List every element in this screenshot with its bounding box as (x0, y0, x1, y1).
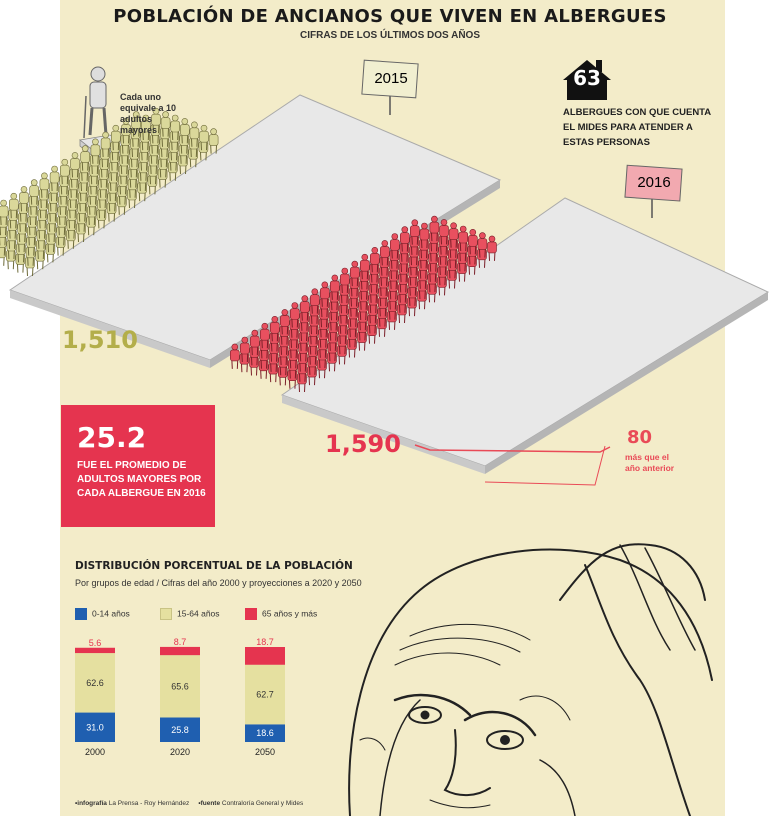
elder-figure (100, 131, 111, 158)
count-2015: 1,510 (62, 326, 138, 354)
year-label-2016: 2016 (637, 174, 671, 191)
legend-item-65-plus: 65 años y más (245, 608, 317, 620)
elder-figure (170, 114, 180, 141)
shelter-description: ALBERGUES CON QUE CUENTA EL MIDES PARA A… (563, 107, 711, 148)
figures-2016 (230, 215, 497, 393)
legend-item-0-14: 0-14 años (75, 608, 130, 620)
elder-figure (359, 253, 370, 280)
elder-figure (0, 199, 9, 226)
elder-figure (329, 274, 340, 300)
legend-item-15-64: 15-64 años (160, 608, 220, 620)
elder-figure (467, 229, 478, 255)
year-sign-2016 (624, 164, 683, 202)
elder-figure (151, 107, 161, 134)
elder-figure (19, 186, 29, 212)
legend-label: 0-14 años (92, 608, 130, 619)
legend-label: 65 años y más (262, 608, 318, 619)
elder-figure (419, 222, 430, 249)
difference-value: 80 (627, 427, 653, 448)
elder-figure (189, 121, 200, 147)
credit-source-value: Contraloría General y Mides (221, 800, 304, 807)
elder-figure (180, 118, 190, 144)
legend-swatch (75, 608, 87, 620)
elder-figure (349, 260, 360, 287)
elder-figure (319, 281, 330, 307)
legend-label: 15-64 años (177, 608, 220, 619)
elder-figure (399, 226, 410, 252)
figure-legend-note: Cada uno equivale a 10 adultos mayores (120, 92, 177, 135)
elder-figure (29, 179, 40, 205)
elder-figure (141, 114, 151, 141)
shelter-count: 63 (573, 66, 601, 90)
year-label-2015: 2015 (374, 70, 408, 87)
elder-figure (439, 219, 449, 245)
elder-figure (477, 232, 488, 258)
elder-figure (70, 152, 80, 178)
elder-figure (379, 240, 390, 266)
house-icon (563, 60, 611, 100)
elder-figure (199, 124, 209, 151)
elder-figure (131, 111, 141, 137)
elder-figure (409, 219, 420, 245)
elder-figure (9, 192, 19, 219)
legend-swatch (160, 608, 172, 620)
elder-figure (309, 288, 320, 314)
elder-figure (90, 138, 101, 164)
difference-bracket (414, 444, 611, 453)
count-2016: 1,590 (325, 430, 401, 458)
elder-figure (458, 225, 469, 252)
elder-figure (429, 215, 440, 242)
elder-figure (208, 128, 219, 154)
elder-figure (80, 145, 90, 171)
difference-text: más que el año anterior (625, 452, 675, 473)
elder-figure (230, 343, 240, 369)
elder-figure (259, 322, 270, 349)
chart-subtitle: Por grupos de edad / Cifras del año 2000… (75, 578, 362, 588)
average-text: FUE EL PROMEDIO DE ADULTOS MAYORES POR C… (77, 460, 206, 499)
credit-infographic-value: La Prensa - Roy Hernández (108, 800, 190, 807)
legend-swatch (245, 608, 257, 620)
elder-figure (60, 158, 70, 185)
figures-2015 (0, 107, 219, 277)
elder-figure (299, 295, 310, 321)
credit-infographic-label: •infografía (75, 800, 107, 807)
average-box: 25.2 FUE EL PROMEDIO DE ADULTOS MAYORES … (61, 405, 215, 527)
elder-figure (160, 111, 171, 137)
elder-figure (279, 309, 290, 335)
elder-figure (389, 233, 400, 259)
average-value: 25.2 (77, 421, 147, 454)
page-title: POBLACIÓN DE ANCIANOS QUE VIVEN EN ALBER… (113, 6, 667, 27)
elder-figure (240, 336, 250, 363)
elder-figure (369, 246, 380, 273)
elder-figure (487, 235, 497, 261)
elder-figure (250, 329, 260, 356)
elder-figure (39, 172, 50, 198)
elder-figure (448, 222, 459, 248)
elderly-man-illustration (348, 543, 713, 816)
chart-title: DISTRIBUCIÓN PORCENTUAL DE LA POBLACIÓN (75, 560, 353, 572)
elder-figure (49, 165, 60, 192)
credit-source-label: •fuente (198, 800, 221, 807)
credits: •infografía La Prensa - Roy Hernández •f… (75, 800, 303, 807)
elder-figure (121, 118, 131, 144)
elder-figure (339, 267, 350, 294)
elder-figure (289, 302, 300, 328)
elder-figure (269, 315, 280, 342)
elder-figure (111, 124, 121, 151)
page-subtitle: CIFRAS DE LOS ÚLTIMOS DOS AÑOS (299, 30, 480, 41)
year-sign-2015 (361, 59, 419, 99)
